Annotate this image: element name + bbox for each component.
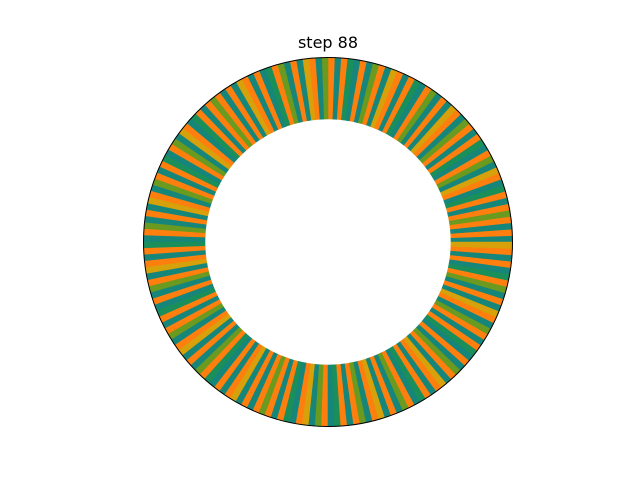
donut-outer-edge [143, 57, 513, 427]
chart-title: step 88 [298, 33, 358, 52]
donut-slices [143, 57, 513, 427]
